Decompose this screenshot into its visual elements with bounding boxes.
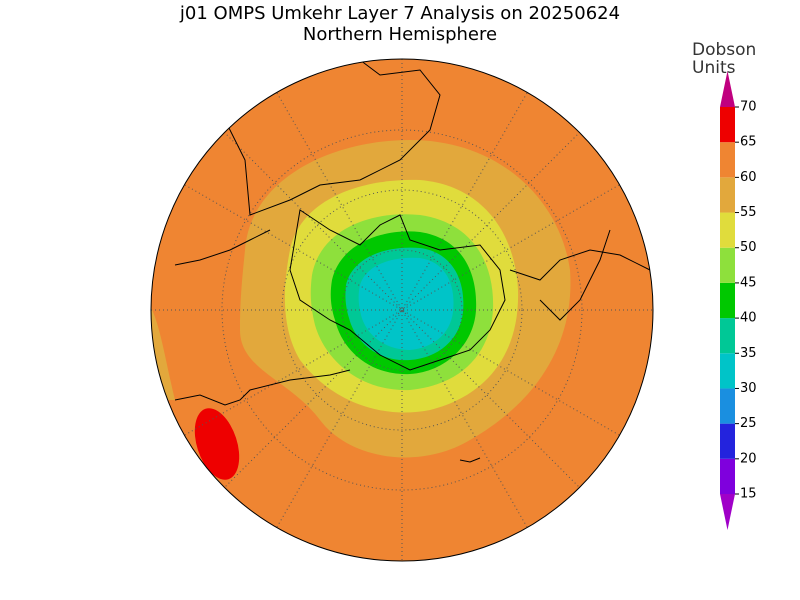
colorbar-segment: [720, 177, 735, 213]
colorbar-segment: [720, 353, 735, 389]
colorbar-tick-label: 65: [740, 135, 757, 150]
colorbar-tick-label: 55: [740, 205, 757, 220]
colorbar-tick-label: 25: [740, 416, 757, 431]
colorbar-under-triangle: [720, 494, 735, 530]
colorbar-tick-label: 70: [740, 100, 757, 115]
colorbar-segment: [720, 318, 735, 354]
colorbar-segment: [720, 423, 735, 459]
contour-30-35: [358, 257, 454, 350]
colorbar-label: Units: [692, 58, 736, 78]
title: j01 OMPS Umkehr Layer 7 Analysis on 2025…: [179, 3, 620, 24]
graticule: [151, 59, 653, 561]
coastlines: [174, 59, 651, 463]
colorbar-tick-label: 15: [740, 487, 757, 502]
map-border: [150, 58, 654, 562]
subtitle: Northern Hemisphere: [303, 24, 497, 45]
colorbar-tick-label: 45: [740, 275, 757, 290]
colorbar-segment: [720, 247, 735, 283]
colorbar-tick-label: 20: [740, 451, 757, 466]
colorbar-segment: [720, 142, 735, 178]
colorbar-tick-label: 30: [740, 381, 757, 396]
colorbar-segment: [720, 458, 735, 494]
colorbar-tick-label: 40: [740, 311, 757, 326]
colorbar-tick-label: 35: [740, 346, 757, 361]
colorbar-label: Dobson: [692, 40, 756, 60]
colorbar-segment: [720, 107, 735, 143]
colorbar-tick-label: 60: [740, 170, 757, 185]
colorbar: 15 20 25 30 35 40 45 50 55 60 65 70: [720, 71, 757, 530]
colorbar-segment: [720, 282, 735, 319]
colorbar-segment: [720, 212, 735, 248]
colorbar-over-triangle: [720, 71, 735, 107]
contour-65-70: [194, 408, 240, 480]
colorbar-tick-label: 50: [740, 240, 757, 255]
colorbar-segment: [720, 388, 735, 424]
